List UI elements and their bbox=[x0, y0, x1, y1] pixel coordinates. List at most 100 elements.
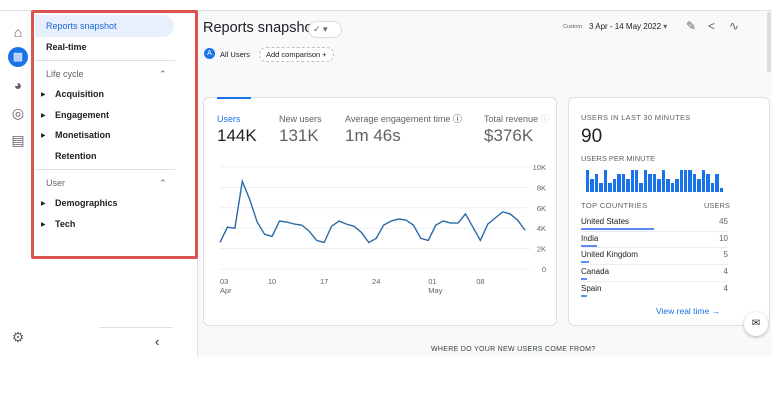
per-minute-bar bbox=[617, 174, 621, 192]
x-tick-label: 17 bbox=[320, 277, 328, 286]
segment-chip[interactable]: All Users bbox=[220, 50, 251, 59]
y-tick-label: 6K bbox=[537, 204, 546, 213]
per-minute-bar bbox=[670, 183, 675, 192]
divider bbox=[581, 280, 728, 282]
x-tick-label: 08 bbox=[476, 277, 484, 286]
nav-item-acquisition[interactable]: Acquisition bbox=[55, 89, 104, 99]
metric-tab-new-users[interactable]: New users bbox=[279, 114, 322, 124]
per-minute-bar bbox=[621, 174, 626, 192]
country-users: 4 bbox=[723, 267, 728, 277]
metric-value: $376K bbox=[484, 126, 534, 145]
per-minute-bar bbox=[666, 178, 670, 192]
per-minute-bars bbox=[586, 170, 724, 192]
country-row: Spain 4 bbox=[581, 280, 728, 298]
x-tick-label: 01 bbox=[428, 277, 436, 286]
reports-icon[interactable]: ▩ bbox=[8, 47, 28, 67]
country-row: Canada 4 bbox=[581, 264, 728, 281]
users-header: USERS bbox=[704, 201, 730, 210]
x-tick-label: 24 bbox=[372, 277, 380, 286]
per-minute-bar bbox=[603, 170, 608, 192]
metrics-card bbox=[203, 97, 557, 326]
customize-report-icon[interactable]: ✎ bbox=[686, 19, 697, 33]
home-icon[interactable]: ⌂ bbox=[13, 24, 23, 40]
feedback-icon[interactable]: ✉ bbox=[744, 312, 768, 336]
metric-tab-engagement-time[interactable]: Average engagement time ⓘ bbox=[345, 114, 462, 124]
country-name: Canada bbox=[581, 267, 610, 277]
country-share-bar bbox=[581, 261, 590, 264]
active-tab-indicator bbox=[217, 97, 251, 99]
country-row: United States 45 bbox=[581, 217, 728, 231]
country-name: Spain bbox=[581, 283, 602, 293]
metric-tab-total-revenue[interactable]: Total revenue ⓘ bbox=[484, 114, 550, 124]
y-tick-label: 8K bbox=[537, 183, 546, 192]
per-minute-bar bbox=[719, 187, 724, 192]
caret-right-icon[interactable]: ▶ bbox=[41, 92, 46, 98]
per-minute-bar bbox=[697, 178, 701, 192]
country-share-bar bbox=[581, 294, 588, 297]
per-minute-bar bbox=[661, 170, 666, 192]
country-share-bar bbox=[581, 244, 598, 247]
divider bbox=[35, 169, 175, 170]
per-minute-bar bbox=[710, 183, 715, 192]
nav-item-engagement[interactable]: Engagement bbox=[55, 110, 110, 120]
nav-item-real-time[interactable]: Real-time bbox=[46, 42, 87, 52]
add-comparison-label: Add comparison bbox=[266, 50, 321, 59]
date-range-label: 3 Apr - 14 May 2022 bbox=[589, 22, 662, 31]
chevron-up-icon[interactable]: ⌃ bbox=[159, 69, 167, 79]
explore-icon[interactable]: ◕ bbox=[13, 77, 23, 93]
realtime-value: 90 bbox=[581, 126, 603, 147]
nav-item-reports-snapshot[interactable]: Reports snapshot bbox=[35, 15, 174, 37]
per-minute-bar bbox=[608, 183, 612, 192]
per-minute-bar bbox=[643, 170, 648, 192]
view-real-time-link[interactable]: View real time → bbox=[656, 306, 720, 316]
metric-value: 131K bbox=[279, 126, 319, 145]
x-tick-label: 10 bbox=[268, 277, 276, 286]
nav-item-tech[interactable]: Tech bbox=[55, 219, 76, 229]
collapse-chevron-left-icon[interactable]: ‹ bbox=[155, 334, 160, 349]
per-minute-bar bbox=[612, 178, 617, 192]
per-minute-bar bbox=[692, 174, 697, 192]
per-minute-bar bbox=[688, 170, 692, 192]
nav-item-monetisation[interactable]: Monetisation bbox=[55, 130, 111, 140]
arrow-right-icon: → bbox=[711, 306, 721, 316]
per-minute-label: USERS PER MINUTE bbox=[581, 154, 656, 163]
help-icon[interactable]: ⓘ bbox=[452, 114, 462, 124]
section-user[interactable]: User bbox=[46, 178, 66, 188]
configure-icon[interactable]: ▤ bbox=[11, 132, 25, 148]
metric-label: Average engagement time bbox=[345, 114, 451, 124]
per-minute-bar bbox=[648, 174, 652, 192]
country-share-bar bbox=[581, 278, 588, 281]
segment-badge: A bbox=[204, 48, 215, 59]
help-icon[interactable]: ⓘ bbox=[540, 114, 550, 124]
caret-right-icon[interactable]: ▶ bbox=[41, 222, 46, 228]
metric-value: 144K bbox=[217, 126, 257, 145]
nav-item-retention[interactable]: Retention bbox=[55, 151, 97, 161]
title-status-dropdown[interactable]: ✓ ▾ bbox=[308, 21, 342, 38]
caret-right-icon[interactable]: ▶ bbox=[41, 201, 46, 207]
chevron-up-icon[interactable]: ⌃ bbox=[159, 178, 167, 188]
add-comparison-button[interactable]: Add comparison + bbox=[259, 47, 334, 62]
section-life-cycle[interactable]: Life cycle bbox=[46, 69, 84, 79]
scrollbar[interactable] bbox=[767, 12, 771, 72]
advertising-icon[interactable]: ◎ bbox=[11, 105, 25, 121]
metric-tab-users[interactable]: Users bbox=[217, 114, 241, 124]
section-heading: WHERE DO YOUR NEW USERS COME FROM? bbox=[431, 346, 596, 353]
country-name: United Kingdom bbox=[581, 250, 638, 260]
caret-right-icon[interactable]: ▶ bbox=[41, 113, 46, 119]
date-range-picker[interactable]: 3 Apr - 14 May 2022 ▾ bbox=[589, 22, 667, 32]
x-tick-sublabel: Apr bbox=[220, 286, 232, 295]
settings-gear-icon[interactable]: ⚙ bbox=[11, 329, 25, 345]
divider bbox=[35, 60, 175, 61]
insights-icon[interactable]: ∿ bbox=[729, 19, 740, 33]
divider bbox=[581, 264, 728, 266]
country-name: United States bbox=[581, 217, 630, 226]
caret-right-icon[interactable]: ▶ bbox=[41, 133, 46, 139]
metric-label: Total revenue bbox=[484, 114, 539, 124]
per-minute-bar bbox=[675, 178, 679, 192]
highlight-box bbox=[31, 10, 198, 259]
share-icon[interactable]: < bbox=[708, 19, 716, 33]
users-series-line bbox=[219, 178, 526, 244]
y-tick-label: 2K bbox=[537, 245, 546, 254]
nav-item-demographics[interactable]: Demographics bbox=[55, 198, 118, 208]
per-minute-bar bbox=[590, 178, 594, 192]
